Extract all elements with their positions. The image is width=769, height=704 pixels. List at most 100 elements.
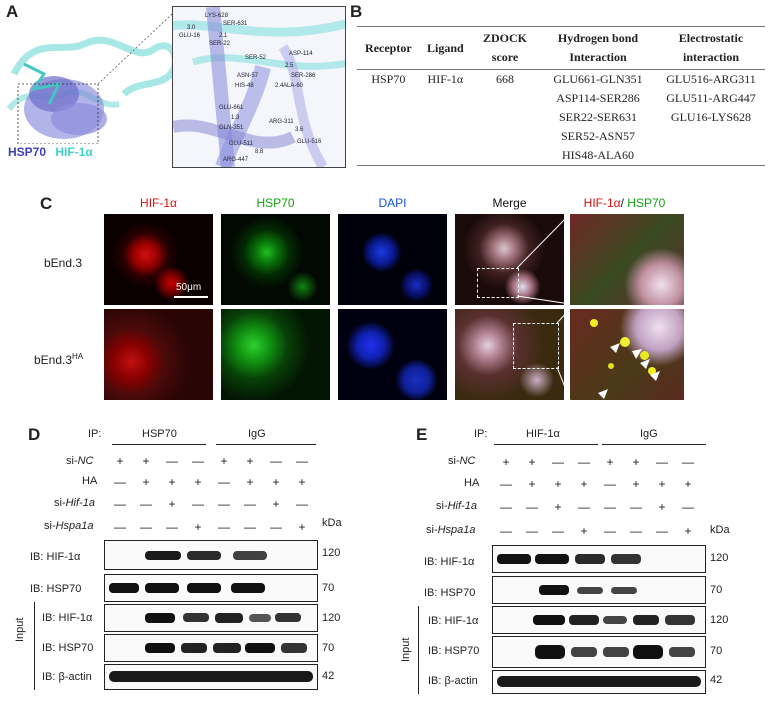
condition-sign: + [298, 475, 306, 489]
mw-label: 120 [322, 612, 341, 624]
micrograph-merged-zoom-bend3 [570, 214, 684, 305]
condition-sign: — [218, 497, 230, 511]
residue-label: LYS-628 [205, 13, 228, 19]
condition-sign: + [168, 475, 176, 489]
table-cell: 668 [496, 72, 514, 86]
mw-label: 70 [710, 645, 723, 657]
condition-sign: — [218, 475, 230, 489]
condition-sign: — [114, 475, 126, 489]
condition-sign: — [114, 497, 126, 511]
condition-sign: — [656, 455, 668, 469]
panel-e-letter: E [416, 425, 428, 444]
distance-label: 2.1 [219, 33, 228, 39]
micrograph-hif1a-bend3-ha [104, 309, 213, 400]
panel-c-letter: C [40, 194, 53, 213]
condition-sign: + [272, 497, 280, 511]
panel-a-letter: A [6, 2, 19, 21]
condition-sign: + [194, 520, 202, 534]
residue-label: SER-631 [223, 21, 248, 27]
condition-sign: — [604, 500, 616, 514]
residue-label: GLU-516 [297, 139, 322, 145]
residue-label: ALA-60 [283, 83, 304, 89]
protein-structure-overview [6, 14, 179, 144]
table-cell: GLU661-GLN351 [553, 72, 643, 86]
condition-sign: — [296, 454, 308, 468]
condition-sign: + [168, 497, 176, 511]
zoom-region-box [513, 323, 559, 369]
condition-sign: + [632, 455, 640, 469]
legend-hsp70: HSP70 [8, 145, 47, 159]
condition-sign: — [114, 520, 126, 534]
panel-b-letter: B [350, 2, 363, 21]
condition-sign: — [526, 524, 538, 538]
row-label-bend3-ha: bEnd.3HA [34, 352, 84, 367]
condition-sign: + [580, 524, 588, 538]
row-label-si-hspa1a: si-Hspa1a [426, 524, 476, 536]
blot-ip-hsp70 [492, 576, 706, 604]
table-cell: ASP114-SER286 [556, 91, 640, 105]
condition-sign: + [684, 477, 692, 491]
blot-input-hsp70 [492, 636, 706, 668]
micrograph-hsp70-bend3-ha [221, 309, 330, 400]
blot-label: IB: HSP70 [424, 587, 476, 599]
mw-label: 120 [710, 614, 729, 626]
table-cell: GLU516-ARG311 [666, 72, 756, 86]
condition-sign: — [604, 524, 616, 538]
condition-sign: + [528, 455, 536, 469]
condition-sign: + [528, 477, 536, 491]
residue-label: ASN-57 [237, 73, 259, 79]
condition-sign: + [554, 477, 562, 491]
residue-label: SER-22 [209, 41, 231, 47]
input-label: Input [400, 637, 412, 662]
distance-label: 3.6 [295, 127, 304, 133]
residue-label: SER-286 [291, 73, 316, 79]
table-cell: HIF-1α [427, 72, 464, 86]
condition-sign: — [682, 500, 694, 514]
blot-label: IB: β-actin [428, 675, 478, 687]
table-cell: SER22-SER631 [558, 110, 637, 124]
residue-label: GLU-16 [179, 33, 201, 39]
blot-input-hif1a [492, 606, 706, 634]
blot-label: IB: β-actin [42, 671, 92, 683]
residue-label: ARG-311 [269, 119, 294, 125]
blot-input-beta-actin [104, 664, 318, 690]
condition-sign: + [142, 475, 150, 489]
residue-label: HIS-48 [235, 83, 254, 89]
blot-ip-hif1a [104, 540, 318, 570]
condition-sign: + [142, 454, 150, 468]
condition-sign: + [272, 475, 280, 489]
condition-sign: — [630, 500, 642, 514]
residue-label: GLU-661 [219, 105, 244, 111]
condition-sign: — [526, 500, 538, 514]
ip-group-hif1a: HIF-1α [526, 428, 560, 440]
blot-label: IB: HSP70 [42, 642, 94, 654]
distance-label: 2.5 [285, 63, 294, 69]
distance-label: 2.4 [275, 83, 284, 89]
residue-label: GLU-511 [229, 141, 253, 147]
condition-sign: — [140, 497, 152, 511]
mw-label: 70 [322, 642, 335, 654]
condition-sign: — [656, 524, 668, 538]
condition-sign: + [116, 454, 124, 468]
row-label-si-nc: si-NC [66, 455, 94, 467]
condition-sign: + [554, 500, 562, 514]
blot-input-hif1a [104, 604, 318, 632]
condition-sign: — [192, 497, 204, 511]
condition-sign: — [578, 500, 590, 514]
residue-label: ASP-114 [289, 51, 313, 57]
condition-sign: — [552, 455, 564, 469]
col-header: Ligand [419, 26, 471, 70]
residue-label: ARG-447 [223, 157, 249, 163]
blot-label: IB: HSP70 [30, 583, 82, 595]
micrograph-merge-bend3-ha [455, 309, 564, 400]
col-title-merge: Merge [492, 196, 527, 210]
table-cell: GLU16-LYS628 [670, 110, 752, 124]
blot-label: IB: HSP70 [428, 645, 480, 657]
row-label-si-nc: si-NC [448, 455, 476, 467]
condition-sign: — [166, 454, 178, 468]
distance-label: 3.0 [187, 25, 196, 31]
condition-sign: + [606, 455, 614, 469]
blot-label: IB: HIF-1α [42, 612, 93, 624]
blot-ip-hif1a [492, 545, 706, 573]
blot-label: IB: HIF-1α [30, 551, 81, 563]
